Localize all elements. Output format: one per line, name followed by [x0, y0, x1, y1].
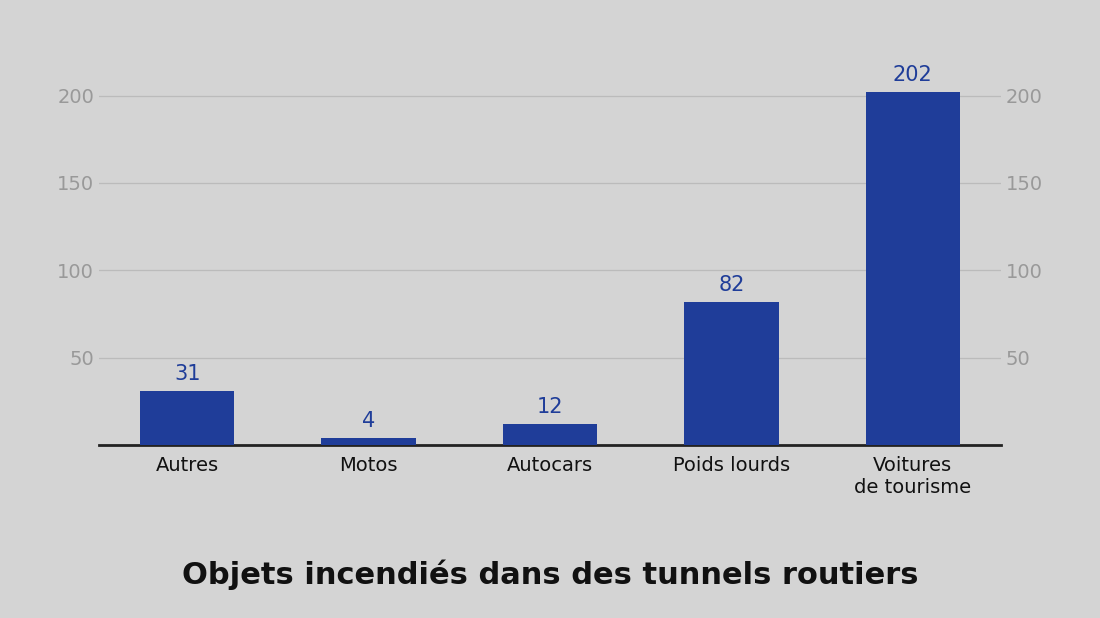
Text: 12: 12	[537, 397, 563, 417]
Text: 82: 82	[718, 275, 745, 295]
Bar	[140, 391, 234, 445]
Bar	[321, 438, 416, 445]
Text: Objets incendiés dans des tunnels routiers: Objets incendiés dans des tunnels routie…	[182, 560, 918, 590]
Bar	[684, 302, 779, 445]
Bar	[866, 92, 960, 445]
Text: 202: 202	[893, 65, 933, 85]
Text: 4: 4	[362, 411, 375, 431]
Text: 31: 31	[174, 364, 200, 384]
Bar	[503, 424, 597, 445]
